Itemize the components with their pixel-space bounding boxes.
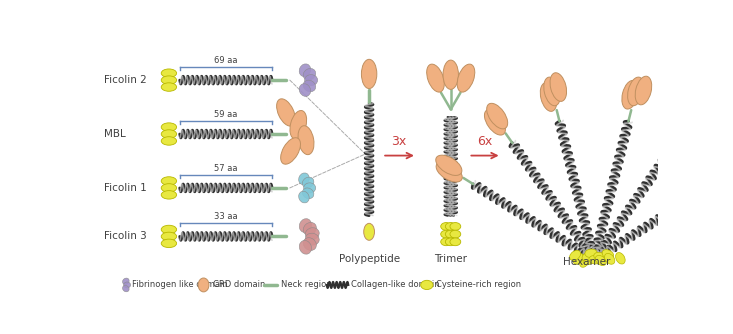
Ellipse shape [436,155,462,175]
Ellipse shape [582,252,594,261]
Text: 57 aa: 57 aa [214,164,237,173]
Ellipse shape [303,80,316,92]
Ellipse shape [306,233,320,245]
Ellipse shape [161,225,177,234]
Ellipse shape [427,64,444,92]
Ellipse shape [602,249,614,259]
Text: Ficolin 1: Ficolin 1 [104,183,147,193]
Ellipse shape [636,76,652,105]
Ellipse shape [570,250,581,261]
Ellipse shape [446,230,456,238]
Ellipse shape [281,138,301,164]
Text: Ficolin 2: Ficolin 2 [104,75,147,85]
Ellipse shape [361,59,377,89]
Ellipse shape [302,188,314,199]
Ellipse shape [161,130,177,138]
Ellipse shape [589,256,601,264]
Ellipse shape [595,256,606,266]
Ellipse shape [622,80,638,109]
Ellipse shape [450,222,461,230]
Text: 6x: 6x [477,135,493,148]
Ellipse shape [441,222,452,230]
Text: Ficolin 3: Ficolin 3 [104,231,147,241]
Ellipse shape [446,238,456,246]
Ellipse shape [161,232,177,241]
Text: Neck region: Neck region [281,281,331,290]
Ellipse shape [441,238,452,246]
Text: Polypeptide: Polypeptide [339,254,399,264]
Text: Collagen-like domain: Collagen-like domain [351,281,440,290]
Ellipse shape [594,252,606,261]
Ellipse shape [299,64,311,76]
Ellipse shape [436,162,463,182]
Ellipse shape [122,278,129,285]
Ellipse shape [161,123,177,131]
Ellipse shape [605,254,615,264]
Ellipse shape [485,110,506,135]
FancyBboxPatch shape [90,37,661,300]
Ellipse shape [161,137,177,145]
Ellipse shape [627,77,644,106]
Ellipse shape [441,230,452,238]
Ellipse shape [583,256,594,265]
Text: CRD domain: CRD domain [213,281,265,290]
Text: 59 aa: 59 aa [214,110,237,119]
Ellipse shape [679,107,699,132]
Ellipse shape [616,253,625,264]
Ellipse shape [303,238,317,250]
Text: Cysteine-rich region: Cysteine-rich region [436,281,521,290]
Ellipse shape [302,177,314,188]
Ellipse shape [723,158,733,178]
Ellipse shape [421,280,433,290]
Ellipse shape [161,69,177,77]
Ellipse shape [299,84,311,97]
Ellipse shape [122,286,129,292]
Ellipse shape [487,103,508,129]
Ellipse shape [450,238,461,246]
Ellipse shape [124,282,130,288]
Ellipse shape [198,278,209,292]
Text: MBL: MBL [104,129,126,139]
Ellipse shape [306,228,320,240]
Ellipse shape [290,111,306,139]
Ellipse shape [585,249,597,258]
Ellipse shape [298,191,309,203]
Ellipse shape [450,230,461,238]
Ellipse shape [550,73,567,102]
Ellipse shape [298,126,314,155]
Text: Hexamer: Hexamer [562,257,610,267]
Ellipse shape [299,240,312,254]
Ellipse shape [298,173,309,185]
Ellipse shape [540,83,557,111]
Ellipse shape [303,222,317,235]
Ellipse shape [729,160,733,181]
Ellipse shape [305,74,317,86]
Ellipse shape [685,107,706,132]
Text: 69 aa: 69 aa [214,56,237,65]
Text: Fibrinogen like domain: Fibrinogen like domain [132,281,228,290]
Ellipse shape [161,83,177,91]
Ellipse shape [303,68,316,80]
Ellipse shape [544,77,560,106]
Ellipse shape [457,64,475,92]
Ellipse shape [161,239,177,247]
Ellipse shape [161,76,177,85]
Ellipse shape [443,60,458,90]
Ellipse shape [364,223,375,240]
Ellipse shape [161,191,177,199]
Text: 33 aa: 33 aa [214,212,237,221]
Ellipse shape [161,184,177,192]
Ellipse shape [303,183,316,193]
Ellipse shape [446,222,456,230]
Ellipse shape [276,99,295,126]
Ellipse shape [299,219,312,232]
Ellipse shape [580,256,589,267]
Ellipse shape [161,177,177,185]
Ellipse shape [573,254,583,264]
Text: 3x: 3x [391,135,407,148]
Text: Trimer: Trimer [434,254,467,264]
